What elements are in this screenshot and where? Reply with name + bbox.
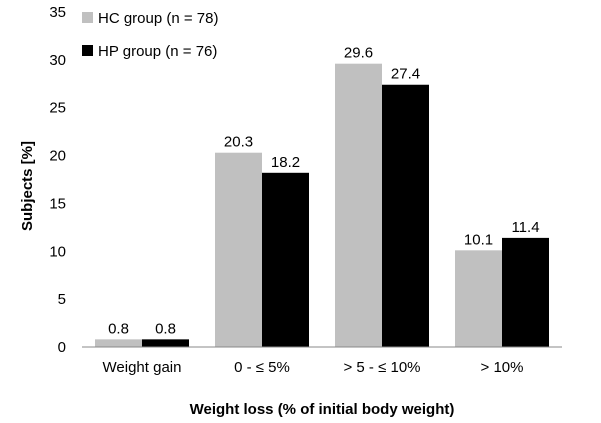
data-label: 11.4 xyxy=(511,219,539,236)
data-label: 10.1 xyxy=(464,231,493,248)
y-tick-label: 25 xyxy=(49,100,66,117)
x-axis-ticks: Weight gain 0 - ≤ 5% > 5 - ≤ 10% > 10% xyxy=(103,359,524,376)
data-label: 0.8 xyxy=(155,320,176,337)
bar-hp xyxy=(142,339,189,347)
legend-swatch xyxy=(82,12,93,23)
data-label: 27.4 xyxy=(391,66,420,83)
data-label: 29.6 xyxy=(344,45,373,62)
data-label: 0.8 xyxy=(108,320,129,337)
y-tick-label: 20 xyxy=(49,148,66,165)
y-tick-label: 35 xyxy=(49,4,66,21)
bars xyxy=(95,63,549,347)
data-labels: 0.8 0.8 20.3 18.2 29.6 27.4 10.1 11.4 xyxy=(108,45,539,338)
x-tick-label: > 10% xyxy=(481,359,524,376)
bar-hc xyxy=(95,339,142,347)
legend: HC group (n = 78) HP group (n = 76) xyxy=(82,10,218,60)
bar-hc xyxy=(335,63,382,347)
bar-hc xyxy=(215,152,262,347)
y-tick-label: 30 xyxy=(49,52,66,69)
data-label: 18.2 xyxy=(271,154,300,171)
x-axis-title: Weight loss (% of initial body weight) xyxy=(190,401,455,418)
bar-hp xyxy=(382,84,429,347)
data-label: 20.3 xyxy=(224,134,253,151)
legend-label: HC group (n = 78) xyxy=(98,10,218,27)
legend-swatch xyxy=(82,45,93,56)
y-tick-label: 0 xyxy=(58,339,66,356)
x-tick-label: Weight gain xyxy=(103,359,182,376)
x-tick-label: > 5 - ≤ 10% xyxy=(343,359,420,376)
bar-hc xyxy=(455,250,502,347)
bar-hp xyxy=(502,237,549,347)
y-tick-label: 5 xyxy=(58,291,66,308)
y-tick-label: 15 xyxy=(49,195,66,212)
y-axis-title: Subjects [%] xyxy=(19,141,36,231)
bar-hp xyxy=(262,172,309,347)
y-axis-ticks: 0 5 10 15 20 25 30 35 xyxy=(49,4,66,356)
x-tick-label: 0 - ≤ 5% xyxy=(234,359,290,376)
y-tick-label: 10 xyxy=(49,243,66,260)
legend-label: HP group (n = 76) xyxy=(98,43,217,60)
